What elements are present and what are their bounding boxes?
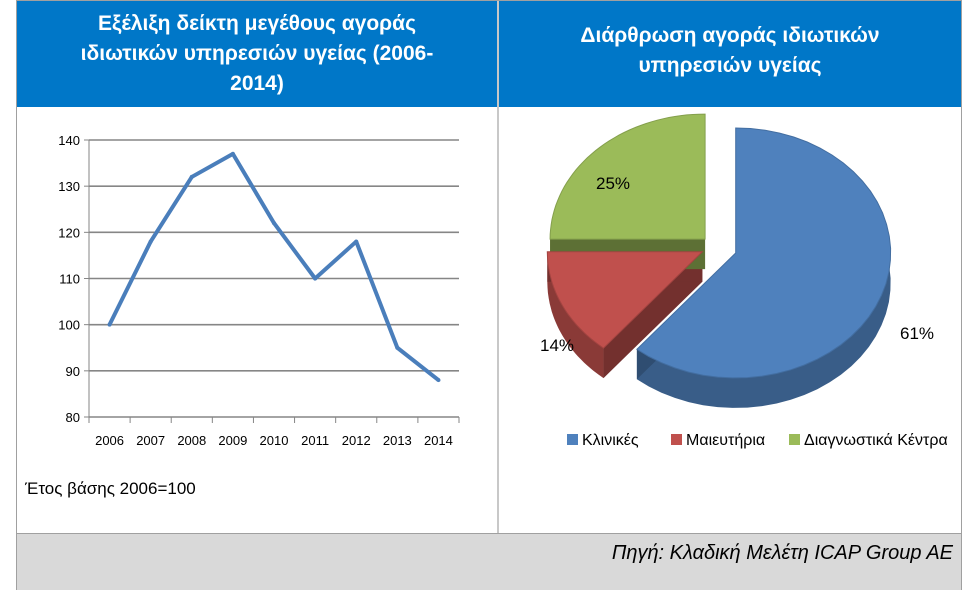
x-tick-label-2011: 2011 [301,433,329,448]
point-2006 [107,322,112,327]
slice-1-wall [547,251,604,379]
base-year-note: Έτος βάσης 2006=100 [25,479,196,498]
legend-item-2: Διαγνωστικά Κέντρα [789,432,948,449]
slice-1-edge-0 [603,251,703,379]
legend-swatch-2 [789,434,800,445]
y-tick-label-130: 130 [58,179,80,194]
y-tick-label-120: 120 [58,225,80,240]
legend-swatch-0 [567,434,578,445]
legend-label-0: Κλινικές [582,432,639,449]
legend-label-2: Διαγνωστικά Κέντρα [804,432,948,449]
pie-chart-panel: 61% 14% 25% Κλινικές Μαιευτήρια Διαγνωστικά Κ… [499,107,961,533]
point-2008 [189,174,194,179]
y-tick-label-90: 90 [66,364,80,379]
slice-0-wall [636,128,891,408]
legend-item-0: Κλινικές [567,432,639,449]
line-chart-title-line-3: 2014) [230,72,284,95]
point-2014 [436,378,441,383]
pie-chart-title-line-2: υπηρεσιών υγείας [638,54,822,77]
line-chart-header: Εξέλιξη δείκτη μεγέθους αγοράς ιδιωτικών… [17,1,497,107]
panel-divider [497,1,499,533]
line-chart: 80 90 100 110 120 130 140 2006 2007 2008 2009 2010 2… [58,133,460,448]
footer-bar: Πηγή: Κλαδική Μελέτη ICAP Group AE [17,533,961,590]
point-2007 [148,239,153,244]
legend-swatch-1 [671,434,682,445]
x-tick-label-2014: 2014 [424,433,453,448]
slice-value-label-2: 25% [596,174,630,193]
legend-item-1: Μαιευτήρια [671,432,765,449]
y-tick-label-80: 80 [66,410,80,425]
y-tick-label-100: 100 [58,318,80,333]
pie-chart-header: Διάρθρωση αγοράς ιδιωτικών υπηρεσιών υγε… [499,1,961,107]
slice-value-label-0: 61% [900,324,934,343]
point-2013 [395,345,400,350]
slice-Διαγνωστικά Κέντρα [549,113,706,240]
y-tick-label-110: 110 [59,272,80,287]
line-chart-title-line-2: ιδιωτικών υπηρεσιών υγείας (2006- [80,42,434,65]
legend-label-1: Μαιευτήρια [686,432,765,449]
point-2010 [272,221,276,226]
point-2009 [230,151,235,156]
point-2011 [313,276,318,281]
line-chart-panel: 80 90 100 110 120 130 140 2006 2007 2008 2009 2010 2… [17,107,497,533]
x-tick-label-2009: 2009 [218,433,247,448]
x-tick-label-2012: 2012 [342,433,371,448]
slice-Μαιευτήρια [546,251,704,349]
pie-chart: 61% 14% 25% Κλινικές Μαιευτήρια Διαγνωστικά Κ… [540,113,948,449]
line-chart-title-line-1: Εξέλιξη δείκτη μεγέθους αγοράς [97,12,416,35]
pie-chart-title-line-1: Διάρθρωση αγοράς ιδιωτικών [580,24,880,47]
x-tick-label-2013: 2013 [383,433,412,448]
y-tick-label-140: 140 [58,133,80,148]
report-frame: Εξέλιξη δείκτη μεγέθους αγοράς ιδιωτικών… [16,0,962,590]
slice-Κλινικές [636,127,892,379]
slice-value-label-1: 14% [540,336,574,355]
x-tick-label-2006: 2006 [95,433,124,448]
x-tick-label-2010: 2010 [260,433,289,448]
x-tick-label-2008: 2008 [177,433,206,448]
point-2012 [354,239,359,244]
source-note: Πηγή: Κλαδική Μελέτη ICAP Group AE [611,542,953,564]
index-series-line [107,151,440,382]
x-tick-label-2007: 2007 [136,433,165,448]
